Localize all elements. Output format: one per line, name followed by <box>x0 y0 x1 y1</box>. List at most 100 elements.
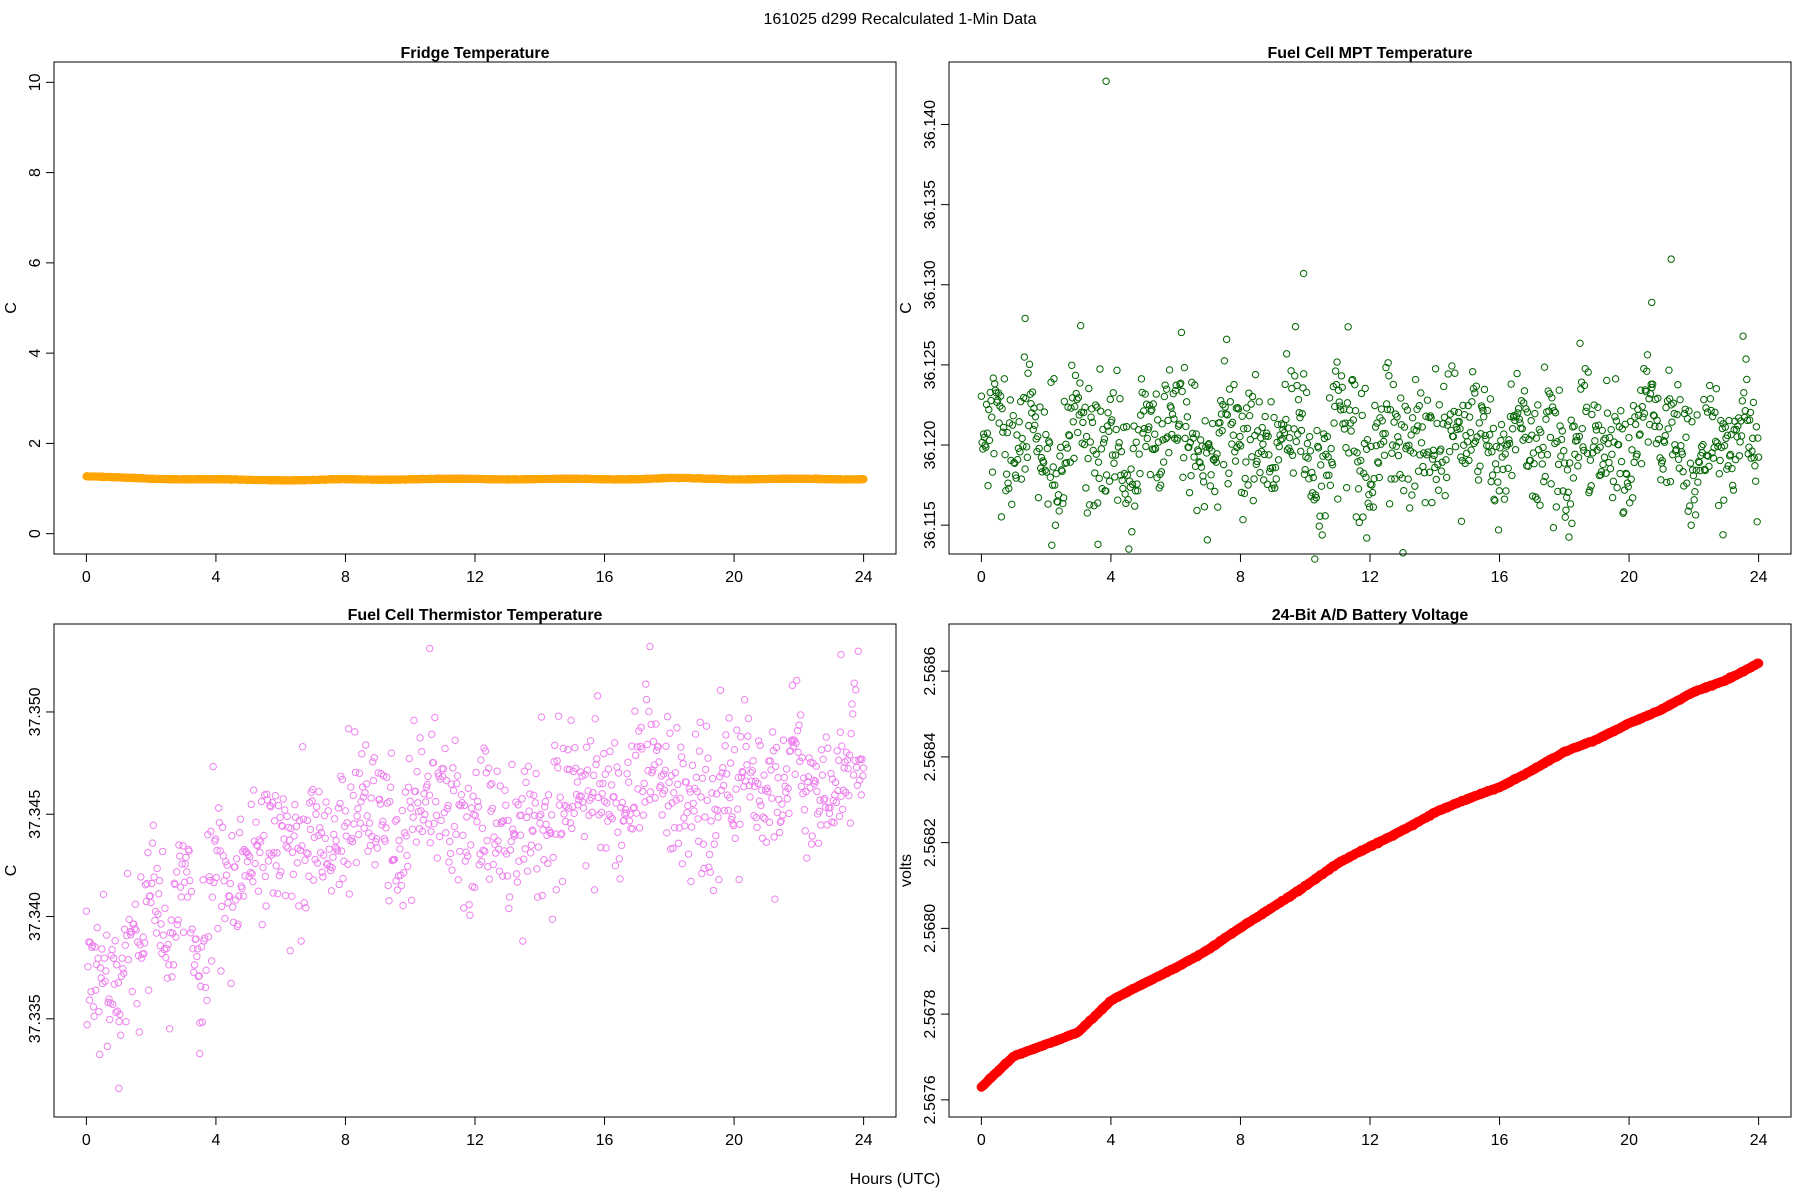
data-point <box>616 875 624 883</box>
data-point <box>89 1003 98 1011</box>
data-point <box>1441 491 1449 500</box>
data-point <box>1551 408 1560 417</box>
data-point-outlier <box>425 644 434 653</box>
data-point <box>407 896 416 905</box>
data-point <box>1162 385 1171 393</box>
data-point <box>1471 389 1479 397</box>
data-point <box>686 788 694 796</box>
data-point <box>1159 458 1168 466</box>
data-point <box>246 868 255 877</box>
data-point <box>276 813 284 822</box>
data-point <box>1112 425 1120 434</box>
data-point <box>541 798 550 806</box>
data-point <box>1282 415 1290 424</box>
data-point <box>1121 490 1129 498</box>
data-point <box>282 842 291 850</box>
data-point <box>374 769 382 777</box>
data-point <box>1582 407 1590 416</box>
data-point <box>1082 484 1090 492</box>
data-point <box>1182 422 1190 431</box>
data-point <box>1648 383 1656 392</box>
data-point <box>575 796 583 804</box>
data-point <box>439 765 448 773</box>
data-point <box>1532 434 1541 442</box>
x-tick-label: 0 <box>82 569 91 586</box>
data-point <box>256 848 264 857</box>
data-point <box>1713 439 1721 447</box>
data-point <box>105 995 113 1003</box>
data-point <box>262 902 270 910</box>
data-point <box>1690 496 1698 504</box>
y-tick-label: 37.340 <box>27 892 44 941</box>
data-point <box>292 822 301 831</box>
data-point <box>1474 476 1483 484</box>
data-point <box>201 983 210 992</box>
data-point <box>1505 436 1513 444</box>
data-point <box>1584 368 1592 376</box>
data-point <box>221 857 230 866</box>
data-point <box>680 822 689 830</box>
data-point <box>623 770 631 778</box>
x-tick-label: 24 <box>855 569 873 586</box>
data-point <box>1219 400 1227 409</box>
data-point <box>312 803 321 811</box>
data-point <box>387 749 396 757</box>
data-point <box>1539 443 1547 452</box>
data-point <box>1361 384 1369 393</box>
data-point <box>815 807 823 816</box>
data-point <box>725 714 733 722</box>
data-point <box>1171 434 1179 443</box>
data-point <box>1328 461 1337 469</box>
data-point <box>155 877 164 885</box>
data-point <box>1439 420 1447 428</box>
data-point <box>193 952 201 961</box>
data-point <box>579 804 588 812</box>
data-point <box>1031 413 1040 421</box>
data-point <box>859 764 868 772</box>
data-point <box>1521 433 1529 442</box>
data-point <box>542 820 550 828</box>
x-tick-label: 4 <box>1106 569 1115 586</box>
data-point <box>540 803 549 811</box>
data-point <box>816 796 824 804</box>
data-point <box>1088 418 1097 427</box>
data-point <box>596 843 605 852</box>
data-point <box>621 805 630 814</box>
data-point <box>640 779 648 788</box>
data-point <box>297 937 305 945</box>
data-point <box>1316 512 1324 520</box>
data-point <box>488 804 497 812</box>
data-point <box>1109 389 1117 397</box>
data-point <box>1156 481 1165 489</box>
data-point <box>296 846 305 854</box>
data-point <box>1401 402 1409 410</box>
data-point <box>1220 357 1229 365</box>
data-point <box>172 868 181 876</box>
data-point <box>1056 452 1064 460</box>
data-point <box>429 758 438 767</box>
data-point <box>1668 418 1676 426</box>
data-point <box>1565 533 1573 541</box>
data-point <box>1608 450 1616 459</box>
data-point <box>1213 450 1221 458</box>
data-point <box>821 794 829 803</box>
data-point <box>597 808 606 817</box>
data-point <box>659 790 667 798</box>
data-point <box>312 810 320 818</box>
data-point <box>1234 405 1243 413</box>
data-point <box>486 781 494 789</box>
data-point <box>508 760 516 769</box>
data-point <box>834 786 842 795</box>
data-point <box>1325 471 1333 479</box>
data-point <box>750 811 758 820</box>
data-point <box>447 780 455 788</box>
data-point <box>462 848 470 856</box>
data-point <box>1008 421 1017 429</box>
data-point <box>1059 494 1068 502</box>
data-point <box>1515 415 1524 423</box>
data-point <box>1273 438 1281 447</box>
data-point <box>985 436 994 445</box>
data-point <box>305 799 314 807</box>
data-point <box>1055 507 1063 515</box>
data-point <box>1737 432 1746 440</box>
